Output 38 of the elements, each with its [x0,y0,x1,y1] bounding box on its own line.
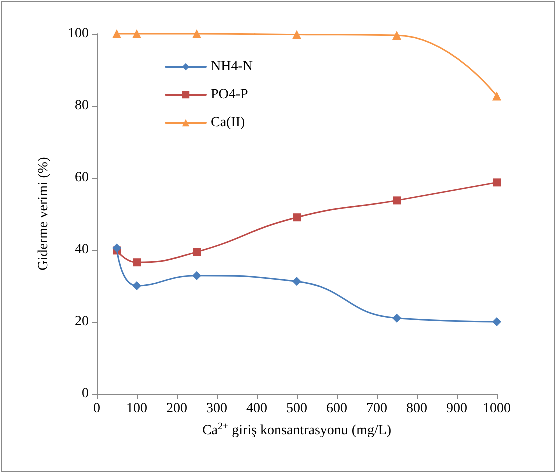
x-tick-label: 700 [366,402,388,416]
point [392,314,402,323]
point [132,282,142,290]
point [492,92,502,101]
y-axis-title: Giderme verimi (%) [36,156,52,271]
x-tick-label: 100 [126,402,148,416]
x-tick-label: 300 [206,402,228,416]
x-tick-label: 1000 [483,402,511,416]
point [392,30,402,40]
legend-label: PO4-P [211,88,249,102]
y-tick-label: 80 [75,98,89,114]
point [193,248,201,256]
point [112,30,122,38]
y-tick-label: 100 [68,26,89,42]
point [393,196,401,205]
y-tick-label: 20 [75,314,89,330]
x-tick-label: 500 [286,402,308,416]
point [292,277,302,286]
point [132,30,142,38]
x-tick-label: 900 [446,402,468,416]
y-tick-label: 40 [75,242,89,258]
x-tick-label: 800 [406,402,428,416]
point [133,258,141,267]
x-tick-label: 0 [94,402,100,416]
x-tick-label: 600 [326,402,348,416]
point [293,214,301,222]
point [112,244,122,253]
point [192,30,202,38]
point [492,318,502,326]
x-tick-label: 400 [246,402,268,416]
y-tick-label: 0 [82,386,89,402]
legend-label: Ca(II) [211,116,246,130]
point [292,30,302,40]
point [493,178,501,187]
y-tick-label: 60 [75,170,89,186]
x-tick-label: 200 [166,402,188,416]
point [192,271,202,280]
legend-label: NH4-N [211,60,253,74]
